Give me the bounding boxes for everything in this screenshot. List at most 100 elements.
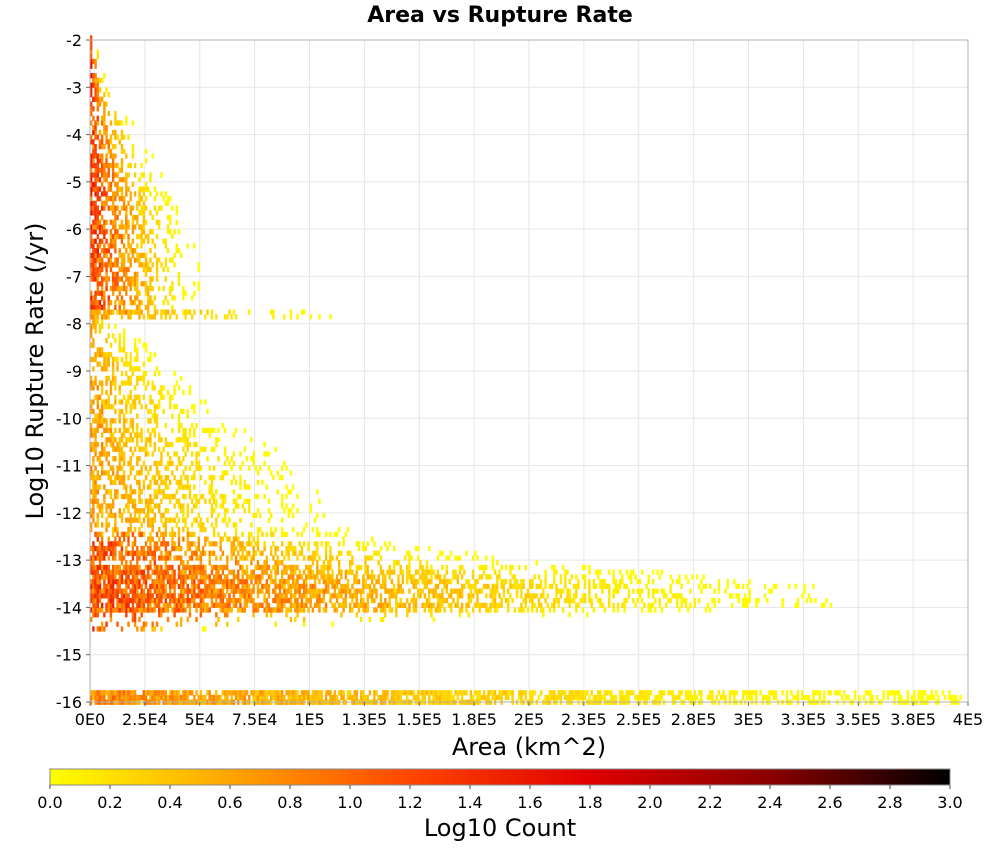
heatmap-cell xyxy=(658,694,661,701)
heatmap-cell xyxy=(100,574,104,580)
heatmap-cell xyxy=(100,120,104,126)
heatmap-cell xyxy=(125,588,128,594)
heatmap-cell xyxy=(287,579,290,585)
heatmap-cell xyxy=(627,574,631,580)
heatmap-cell xyxy=(105,262,108,268)
heatmap-cell xyxy=(100,588,104,594)
heatmap-cell xyxy=(252,694,255,701)
heatmap-cell xyxy=(298,574,301,580)
heatmap-cell xyxy=(164,243,168,249)
heatmap-cell xyxy=(755,694,758,701)
heatmap-cell xyxy=(109,512,113,519)
heatmap-cell xyxy=(853,690,857,696)
heatmap-cell xyxy=(186,508,189,514)
heatmap-cell xyxy=(687,607,690,613)
heatmap-cell xyxy=(932,694,936,701)
heatmap-cell xyxy=(871,694,874,701)
heatmap-cell xyxy=(559,690,563,696)
heatmap-cell xyxy=(125,210,128,216)
heatmap-cell xyxy=(232,451,236,457)
heatmap-cell xyxy=(92,252,95,259)
heatmap-cell xyxy=(432,694,435,701)
heatmap-cell xyxy=(138,607,141,613)
heatmap-cell xyxy=(190,555,194,561)
heatmap-cell xyxy=(359,690,363,696)
heatmap-cell xyxy=(373,597,376,604)
heatmap-cell xyxy=(92,588,95,594)
heatmap-cell xyxy=(120,285,124,292)
heatmap-cell xyxy=(125,593,128,599)
heatmap-cell xyxy=(140,508,143,514)
heatmap-cell xyxy=(140,583,143,590)
heatmap-cell xyxy=(267,465,271,471)
heatmap-cell xyxy=(175,694,178,701)
heatmap-cell xyxy=(717,690,721,696)
heatmap-cell xyxy=(131,281,135,287)
heatmap-cell xyxy=(555,583,558,590)
heatmap-cell xyxy=(98,158,102,164)
heatmap-cell xyxy=(179,560,183,566)
heatmap-cell xyxy=(283,579,286,585)
heatmap-cell xyxy=(177,569,181,575)
heatmap-cell xyxy=(748,588,751,594)
heatmap-cell xyxy=(351,560,354,566)
heatmap-cell xyxy=(366,694,369,701)
heatmap-cell xyxy=(184,427,187,433)
heatmap-cell xyxy=(419,593,422,599)
heatmap-cell xyxy=(100,162,104,169)
heatmap-cell xyxy=(149,498,152,504)
heatmap-cell xyxy=(204,399,207,405)
heatmap-cell xyxy=(103,352,106,358)
heatmap-cell xyxy=(100,408,104,415)
heatmap-cell xyxy=(131,602,135,608)
heatmap-cell xyxy=(144,371,148,377)
heatmap-cell xyxy=(397,579,400,585)
x-tick-label: 1.8E5 xyxy=(451,710,497,729)
heatmap-cell xyxy=(291,694,295,701)
heatmap-cell xyxy=(105,399,108,405)
heatmap-cell xyxy=(186,560,189,566)
heatmap-cell xyxy=(153,295,157,301)
heatmap-cell xyxy=(96,456,99,462)
heatmap-cell xyxy=(388,588,391,594)
heatmap-cell xyxy=(92,304,95,311)
heatmap-cell xyxy=(182,484,185,490)
heatmap-cell xyxy=(92,181,95,188)
heatmap-cell xyxy=(92,508,95,514)
heatmap-cell xyxy=(289,545,293,552)
heatmap-cell xyxy=(228,607,231,613)
heatmap-cell xyxy=(162,583,165,590)
heatmap-cell xyxy=(116,356,119,363)
heatmap-cell xyxy=(572,690,576,696)
heatmap-cell xyxy=(147,408,150,415)
heatmap-cell xyxy=(90,73,93,79)
heatmap-cell xyxy=(425,583,429,590)
heatmap-cell xyxy=(425,564,429,571)
heatmap-cell xyxy=(186,446,189,452)
heatmap-cell xyxy=(219,475,222,481)
heatmap-cell xyxy=(230,456,233,462)
heatmap-cell xyxy=(116,531,119,537)
heatmap-cell xyxy=(518,583,521,590)
heatmap-cell xyxy=(333,588,337,594)
heatmap-cell xyxy=(111,597,115,604)
heatmap-cell xyxy=(228,579,231,585)
heatmap-cell xyxy=(109,233,113,240)
heatmap-cell xyxy=(90,40,93,46)
heatmap-cell xyxy=(98,574,102,580)
heatmap-cell xyxy=(658,602,661,608)
heatmap-cell xyxy=(114,285,117,292)
heatmap-cell xyxy=(90,597,93,604)
heatmap-cell xyxy=(105,503,108,509)
heatmap-cell xyxy=(410,597,413,604)
heatmap-cell xyxy=(100,602,104,608)
heatmap-cell xyxy=(234,555,238,561)
heatmap-cell xyxy=(98,545,102,552)
heatmap-cell xyxy=(239,475,242,481)
heatmap-cell xyxy=(129,281,132,287)
heatmap-cell xyxy=(94,569,97,575)
heatmap-cell xyxy=(140,607,143,613)
heatmap-cell xyxy=(179,583,183,590)
heatmap-cell xyxy=(100,432,104,438)
heatmap-cell xyxy=(625,597,628,604)
